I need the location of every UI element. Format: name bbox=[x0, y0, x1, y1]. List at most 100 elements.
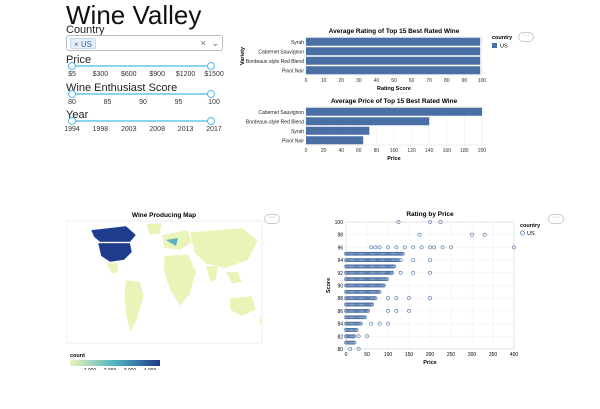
country-tag[interactable]: × US bbox=[70, 38, 97, 49]
x-tick-label: 120 bbox=[407, 148, 416, 154]
price-max-handle[interactable] bbox=[207, 62, 215, 70]
data-point bbox=[357, 321, 362, 326]
data-point bbox=[380, 283, 385, 288]
bar bbox=[306, 56, 481, 65]
data-point bbox=[373, 296, 378, 301]
data-point bbox=[390, 258, 395, 263]
x-axis-label: Rating Score bbox=[377, 86, 411, 92]
data-point bbox=[372, 296, 377, 301]
legend-title: country bbox=[492, 35, 513, 41]
data-point bbox=[482, 232, 487, 237]
data-point bbox=[384, 270, 388, 275]
data-point bbox=[419, 245, 424, 250]
data-point bbox=[386, 309, 390, 313]
category-label: Pinot Noir bbox=[282, 68, 304, 74]
country-select[interactable]: × US × ⌄ bbox=[66, 35, 223, 51]
data-point bbox=[352, 334, 357, 339]
scatter-menu-button[interactable]: ··· bbox=[548, 214, 564, 224]
country-nz bbox=[258, 315, 264, 326]
clear-icon[interactable]: × bbox=[200, 38, 206, 48]
x-tick-label: 50 bbox=[391, 78, 397, 84]
chevron-down-icon[interactable]: ⌄ bbox=[211, 38, 219, 48]
country-south-america bbox=[123, 279, 145, 333]
data-point bbox=[386, 245, 390, 250]
data-point bbox=[381, 258, 386, 263]
data-point bbox=[394, 296, 399, 301]
x-tick-label: 200 bbox=[426, 352, 435, 358]
data-point bbox=[398, 251, 403, 256]
category-label: Syrah bbox=[291, 40, 304, 46]
legend-title: count bbox=[70, 353, 85, 359]
data-point bbox=[371, 296, 376, 301]
slider-tick-label: 100 bbox=[208, 99, 220, 106]
country-australia bbox=[229, 295, 257, 317]
y-tick-label: 80 bbox=[337, 347, 343, 353]
data-point bbox=[428, 270, 432, 275]
price-min-handle[interactable] bbox=[68, 62, 76, 70]
country-canada bbox=[90, 225, 137, 243]
y-tick-label: 94 bbox=[337, 258, 343, 264]
x-tick-label: 70 bbox=[426, 78, 432, 84]
price-slider[interactable]: $5 $300 $600 $900 $1200 $1500 bbox=[66, 61, 226, 81]
x-tick-label: 90 bbox=[462, 78, 468, 84]
data-point bbox=[396, 220, 401, 224]
x-tick-label: 100 bbox=[384, 352, 393, 358]
x-tick-label: 20 bbox=[321, 148, 327, 154]
country-russia-asia bbox=[189, 227, 259, 269]
slider-tick-label: $300 bbox=[92, 71, 109, 78]
country-usa bbox=[97, 242, 133, 263]
x-tick-label: 100 bbox=[390, 148, 399, 154]
data-point bbox=[351, 334, 356, 339]
slider-tick-label: 80 bbox=[68, 99, 76, 106]
data-point bbox=[400, 251, 405, 256]
data-point bbox=[369, 321, 374, 326]
data-point bbox=[365, 334, 369, 339]
y-tick-label: 86 bbox=[337, 309, 343, 315]
category-label: Cabernet Sauvignon bbox=[258, 49, 304, 55]
country-europe-mid bbox=[166, 238, 178, 246]
x-tick-label: 80 bbox=[374, 148, 380, 154]
country-mexico bbox=[105, 262, 119, 275]
data-point bbox=[386, 321, 390, 326]
data-point bbox=[402, 245, 407, 250]
x-tick-label: 40 bbox=[338, 148, 344, 154]
data-point bbox=[398, 270, 403, 275]
data-point bbox=[407, 309, 411, 313]
data-point bbox=[370, 302, 375, 307]
x-tick-label: 0 bbox=[345, 352, 348, 358]
x-tick-label: 350 bbox=[489, 352, 498, 358]
data-point bbox=[382, 277, 387, 282]
score-max-handle[interactable] bbox=[207, 90, 215, 98]
data-point bbox=[377, 289, 382, 294]
data-point bbox=[369, 245, 374, 250]
year-slider[interactable]: 1994 1998 2003 2008 2013 2017 bbox=[64, 116, 226, 136]
tag-remove-icon[interactable]: × bbox=[74, 40, 79, 49]
slider-tick-label: 2008 bbox=[149, 126, 165, 133]
year-max-handle[interactable] bbox=[207, 117, 215, 125]
data-point bbox=[354, 328, 359, 332]
chart1-menu-button[interactable]: ··· bbox=[518, 32, 534, 42]
legend-label: US bbox=[527, 231, 535, 237]
slider-tick-label: 1998 bbox=[92, 126, 109, 133]
map-menu-button[interactable]: ··· bbox=[264, 214, 280, 224]
score-min-handle[interactable] bbox=[68, 90, 76, 98]
legend-tick-label: 3,000 bbox=[124, 368, 137, 370]
data-point bbox=[432, 245, 437, 250]
slider-tick-label: $1500 bbox=[204, 71, 224, 78]
x-tick-label: 0 bbox=[305, 78, 308, 84]
slider-tick-label: $5 bbox=[68, 71, 76, 78]
data-point bbox=[399, 251, 404, 256]
data-point bbox=[440, 245, 445, 250]
data-point bbox=[377, 321, 382, 326]
x-tick-label: 160 bbox=[443, 148, 452, 154]
page-title: Wine Valley bbox=[66, 0, 202, 30]
score-slider[interactable]: 80 85 90 95 100 bbox=[66, 89, 226, 109]
data-point bbox=[389, 270, 394, 275]
x-tick-label: 100 bbox=[478, 78, 487, 84]
country-india bbox=[205, 265, 219, 283]
year-min-handle[interactable] bbox=[68, 117, 76, 125]
data-point bbox=[352, 340, 357, 345]
data-point bbox=[390, 264, 395, 269]
data-point bbox=[356, 347, 361, 351]
data-point bbox=[392, 264, 397, 269]
